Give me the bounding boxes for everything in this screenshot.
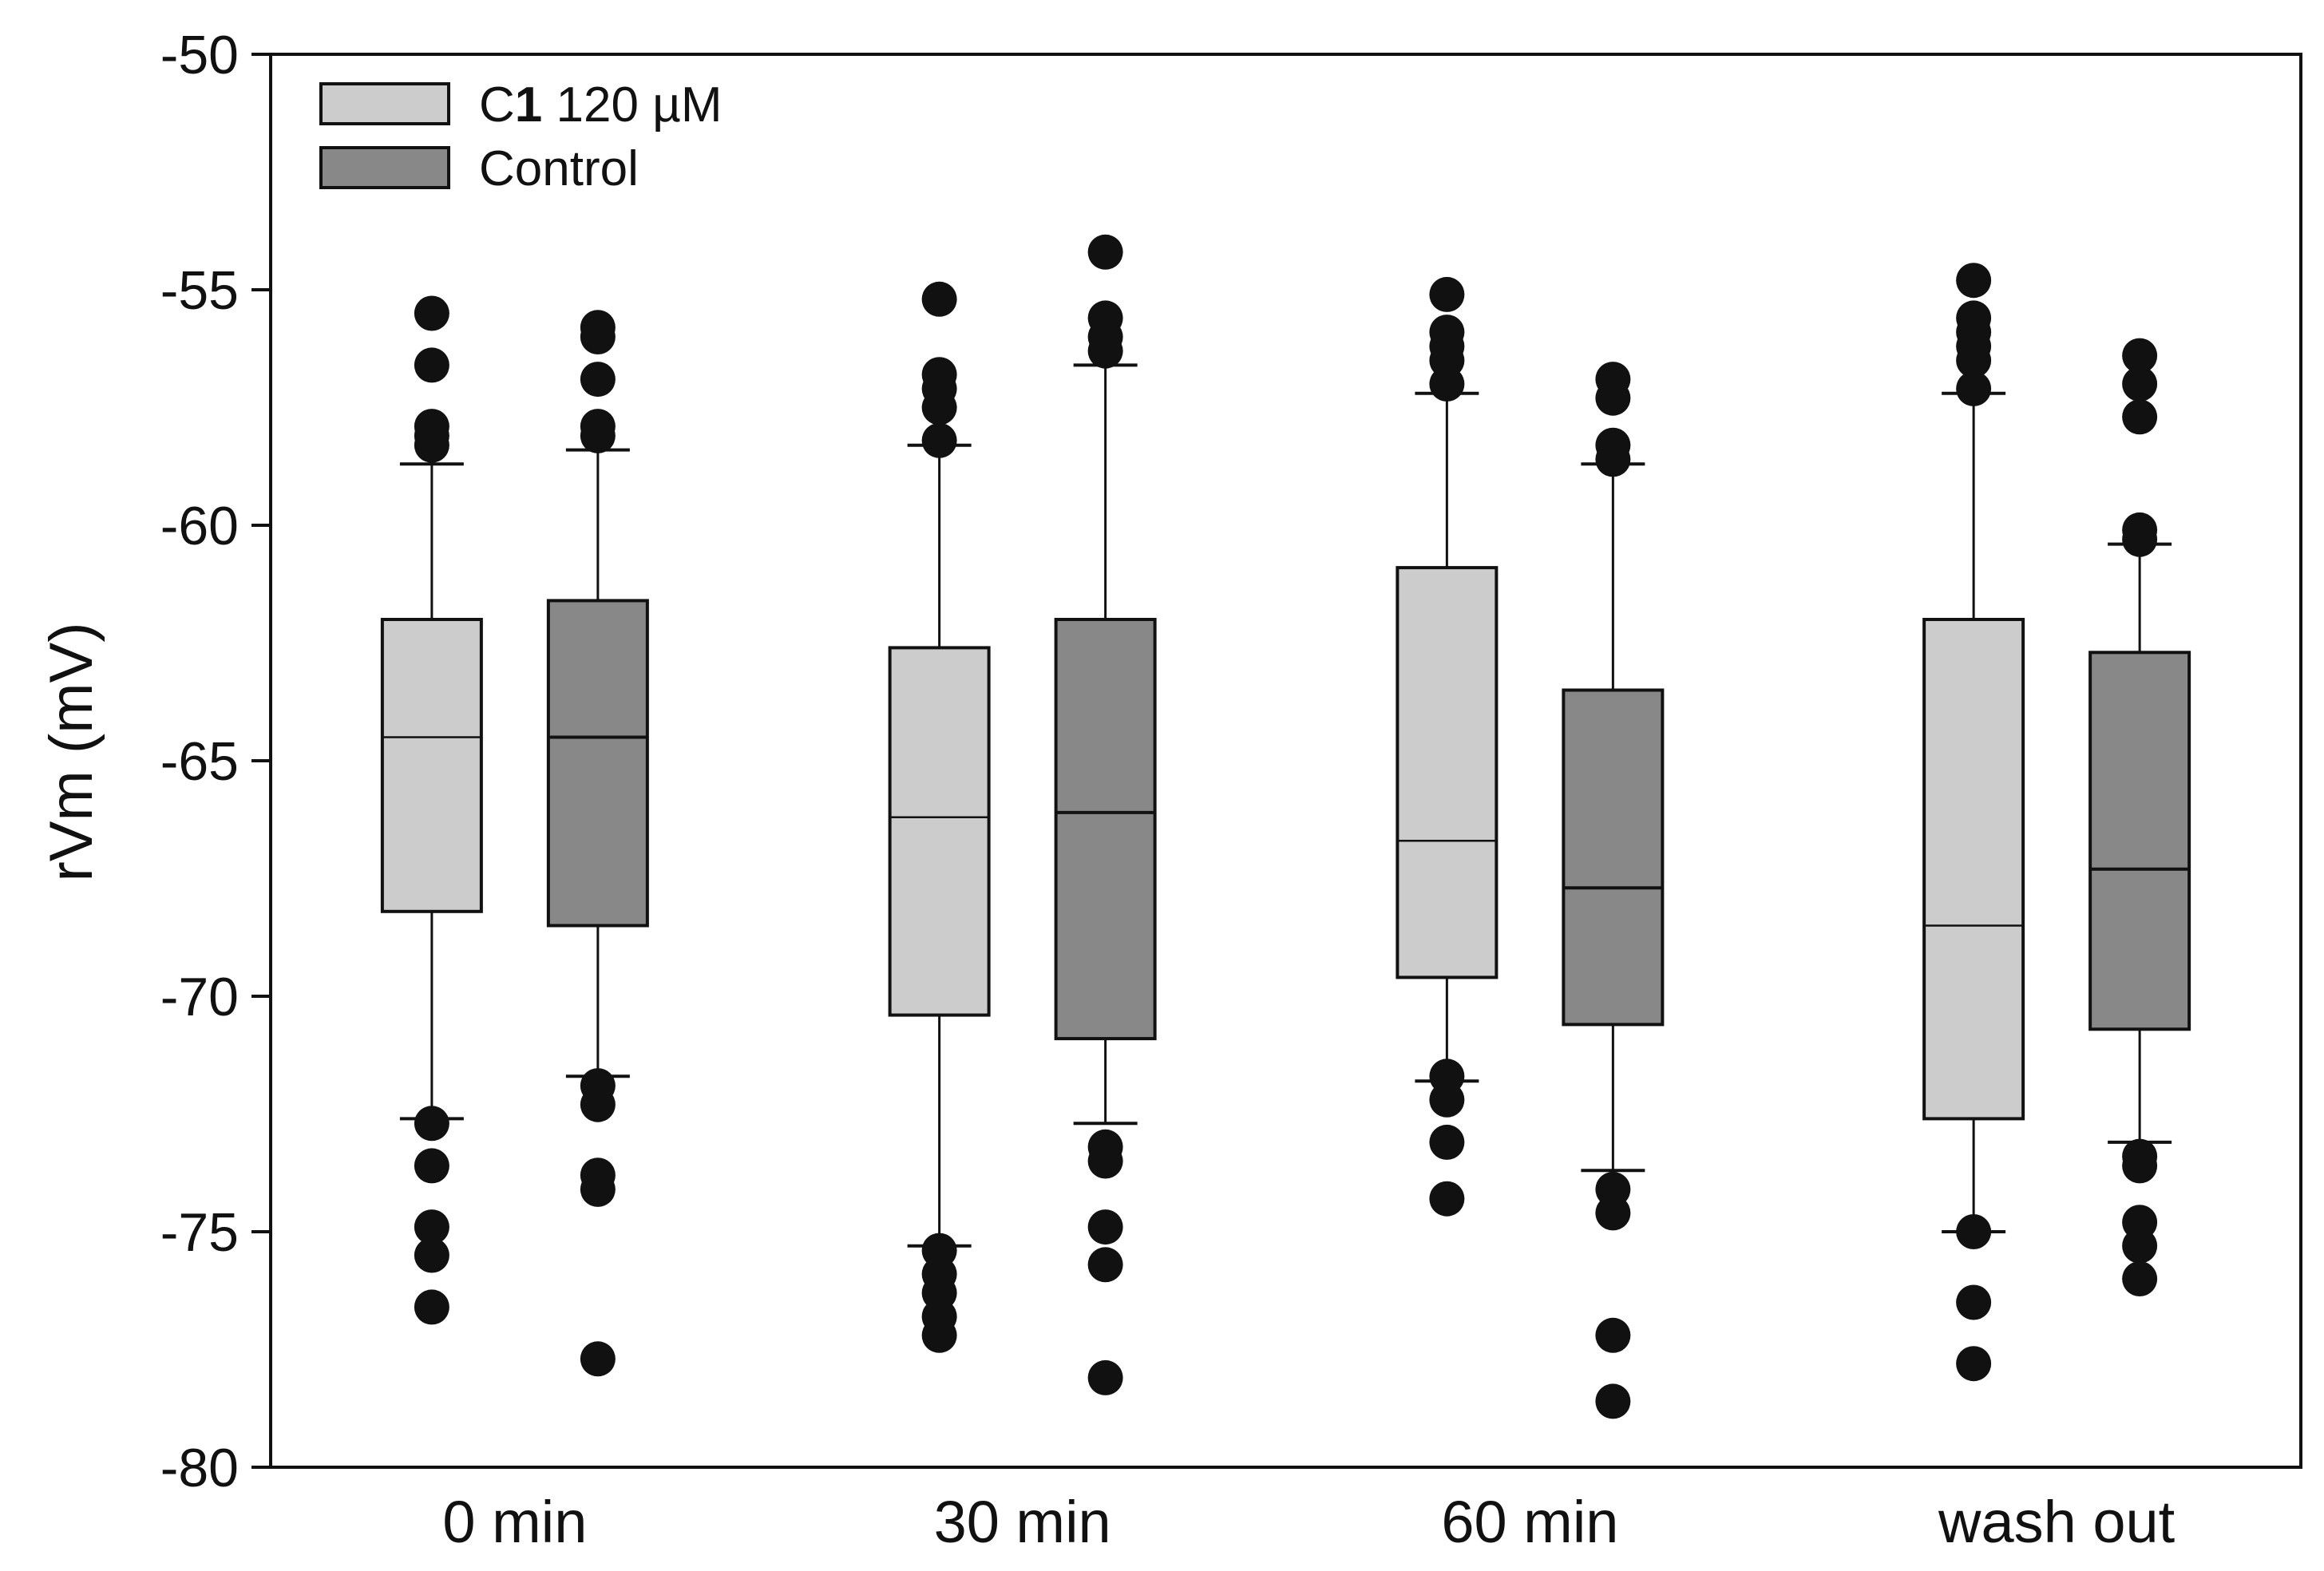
legend-swatch <box>319 146 450 189</box>
outlier-point <box>2122 1261 2158 1296</box>
outlier-point <box>2122 338 2158 374</box>
outlier-point <box>2122 521 2158 557</box>
outlier-point <box>2122 1228 2158 1264</box>
y-axis-title: rVm (mV) <box>38 622 105 881</box>
x-tick-label: 0 min <box>442 1489 587 1555</box>
outlier-point <box>580 417 616 453</box>
y-tick-label: -75 <box>160 1202 239 1263</box>
outlier-point <box>1087 333 1123 369</box>
y-tick-label: -60 <box>160 496 239 556</box>
outlier-point <box>414 295 449 331</box>
outlier-point <box>1087 1209 1123 1245</box>
outlier-point <box>414 347 449 383</box>
outlier-point <box>580 319 616 354</box>
outlier-point <box>1956 1214 1992 1249</box>
outlier-point <box>1956 263 1992 299</box>
box-series <box>380 263 2025 1382</box>
legend-label: C1 120 µM <box>479 77 723 133</box>
outlier-point <box>580 1086 616 1122</box>
outlier-point <box>414 1106 449 1142</box>
legend-swatch <box>319 82 450 125</box>
y-tick-label: -80 <box>160 1438 239 1498</box>
box <box>1562 688 1665 1027</box>
x-tick-label: 30 min <box>934 1489 1111 1555</box>
outlier-point <box>580 362 616 398</box>
y-tick-label: -50 <box>160 25 239 85</box>
outlier-point <box>414 1237 449 1273</box>
outlier-point <box>1087 1359 1123 1395</box>
y-tick-label: -70 <box>160 967 239 1027</box>
outlier-point <box>1429 1181 1465 1217</box>
box-series <box>546 234 2191 1419</box>
outlier-point <box>1087 234 1123 270</box>
box <box>1054 618 1157 1041</box>
box <box>546 599 649 928</box>
y-axis: -50 -55 -60 -65 -70 -75 -80 <box>160 25 271 1498</box>
outlier-point <box>1956 1346 1992 1382</box>
outlier-point <box>1429 1124 1465 1160</box>
outlier-point <box>414 1148 449 1184</box>
outlier-point <box>1595 1383 1631 1419</box>
y-tick-label: -55 <box>160 260 239 321</box>
outlier-point <box>921 1317 957 1353</box>
outlier-point <box>1595 1317 1631 1353</box>
outlier-point <box>921 390 957 425</box>
outlier-point <box>1595 1195 1631 1231</box>
outlier-point <box>1595 441 1631 477</box>
x-tick-label: 60 min <box>1441 1489 1618 1555</box>
box <box>2088 651 2191 1031</box>
outlier-point <box>1429 1082 1465 1118</box>
outlier-point <box>1595 380 1631 416</box>
outlier-point <box>1956 370 1992 406</box>
outlier-point <box>580 1341 616 1377</box>
legend-label: Control <box>479 141 639 196</box>
outlier-point <box>1429 276 1465 312</box>
outlier-point <box>580 1171 616 1207</box>
outlier-point <box>414 1289 449 1325</box>
outlier-point <box>1087 1247 1123 1283</box>
outlier-point <box>921 422 957 458</box>
legend: C1 120 µM Control <box>319 77 723 196</box>
outlier-point <box>1087 1143 1123 1179</box>
box <box>1396 566 1499 979</box>
outlier-point <box>1956 342 1992 378</box>
outlier-point <box>2122 366 2158 402</box>
box <box>1922 618 2025 1121</box>
outlier-point <box>414 427 449 463</box>
outlier-point <box>2122 1148 2158 1184</box>
box <box>888 646 991 1017</box>
box <box>380 618 483 913</box>
outlier-point <box>921 281 957 317</box>
x-tick-label: wash out <box>1938 1489 2176 1555</box>
outlier-point <box>1956 1284 1992 1320</box>
y-tick-label: -65 <box>160 731 239 792</box>
outlier-point <box>414 1209 449 1245</box>
outlier-point <box>2122 399 2158 435</box>
box-series-group <box>380 234 2191 1419</box>
outlier-point <box>1429 366 1465 402</box>
x-axis: 0 min 30 min 60 min wash out <box>442 1489 2175 1555</box>
